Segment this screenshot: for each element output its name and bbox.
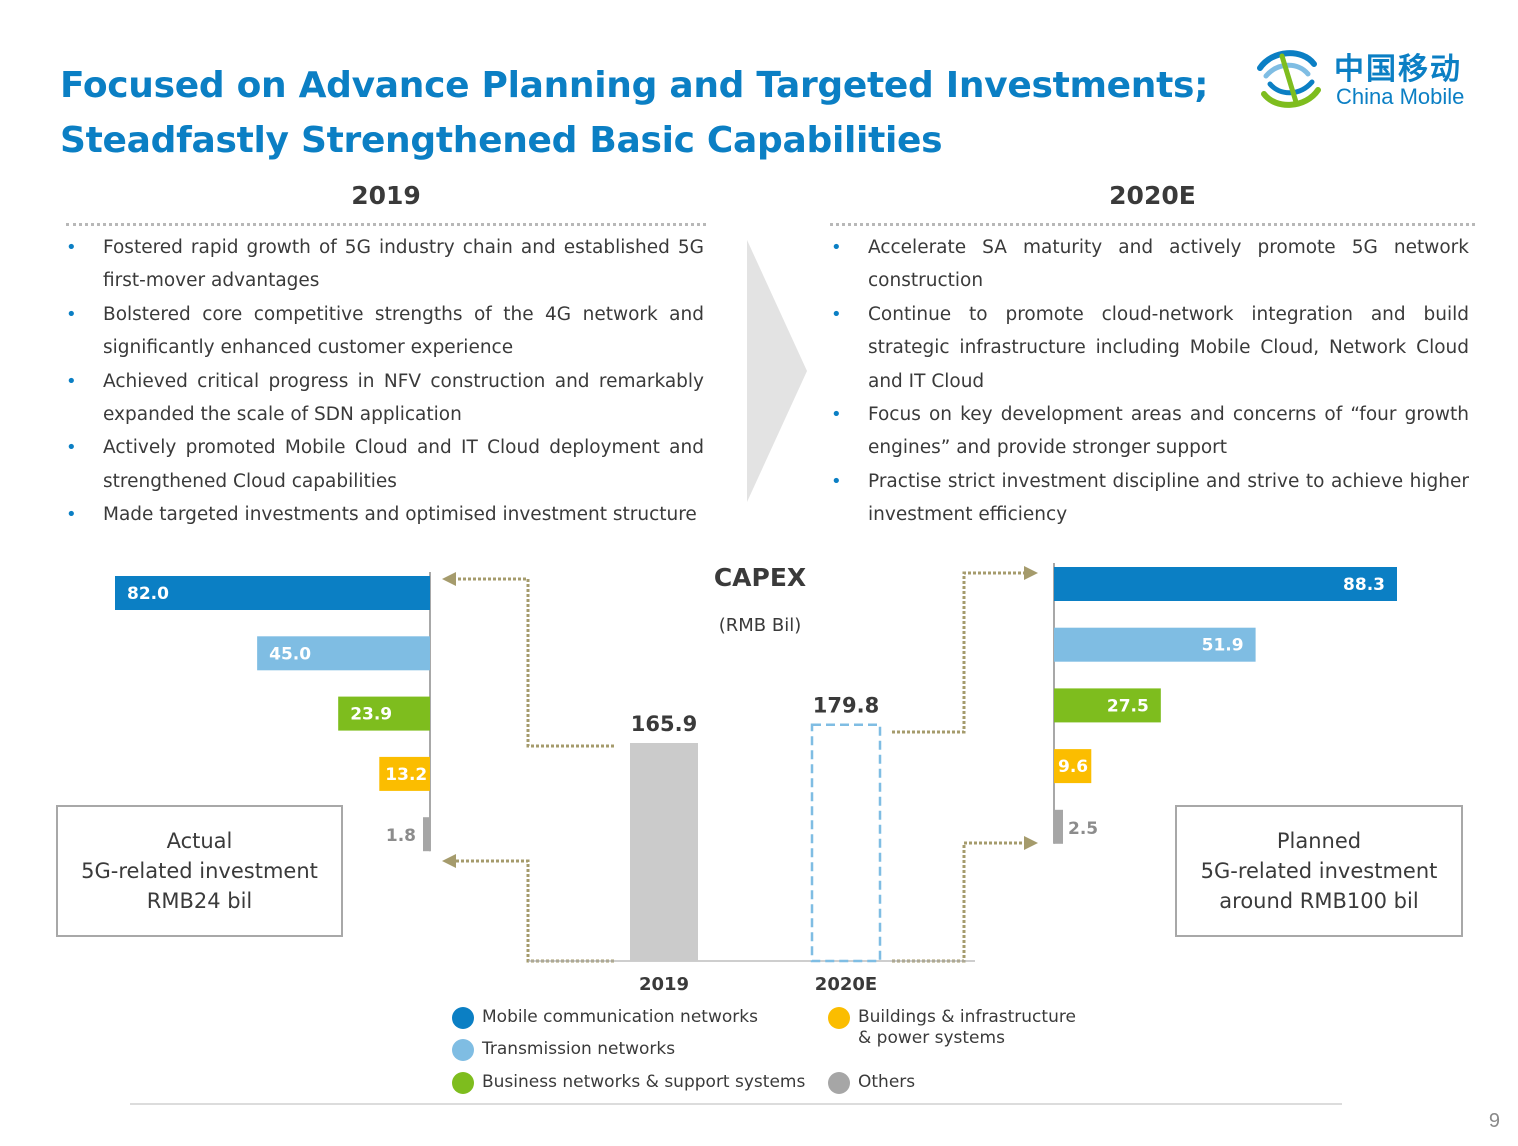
bar-label: 2.5 — [1068, 819, 1098, 839]
list-item: Accelerate SA maturity and actively prom… — [825, 231, 1469, 298]
left-heading: 2019 — [351, 181, 421, 210]
page-title: Focused on Advance Planning and Targeted… — [60, 58, 1220, 168]
left-divider — [66, 223, 706, 226]
logo-swirl-icon — [1257, 50, 1321, 108]
legend-swatch — [452, 1039, 474, 1061]
legend-swatch — [452, 1072, 474, 1094]
list-item: Continue to promote cloud-network integr… — [825, 298, 1469, 398]
planned-line-3: around RMB100 bil — [1219, 889, 1419, 913]
bar-label: 23.9 — [350, 705, 392, 725]
list-item: Bolstered core competitive strengths of … — [60, 298, 704, 365]
china-mobile-logo: 中国移动 China Mobile — [1250, 40, 1480, 120]
actual-line-2: 5G-related investment — [81, 859, 318, 883]
list-item: Made targeted investments and optimised … — [60, 498, 704, 532]
bar-2020e-3 — [1054, 749, 1092, 784]
bar-label: 27.5 — [1107, 696, 1149, 716]
list-item: Fostered rapid growth of 5G industry cha… — [60, 231, 704, 298]
arrow-right-icon — [1024, 836, 1038, 850]
connector-2019-bottom — [456, 859, 614, 963]
chevron-right-icon — [747, 240, 807, 502]
list-item: Achieved critical progress in NFV constr… — [60, 365, 704, 432]
bar-label: 51.9 — [1202, 636, 1244, 656]
capex-value-label: 165.9 — [631, 712, 697, 736]
bar-2020e-4 — [1054, 809, 1063, 844]
title-line-2: Steadfastly Strengthened Basic Capabilit… — [60, 120, 943, 161]
legend-label: Buildings & infrastructure — [858, 1007, 1076, 1027]
legend-swatch — [828, 1072, 850, 1094]
capex-title: CAPEX — [713, 563, 807, 592]
bar-label: 1.8 — [386, 826, 416, 846]
bar-2019-2 — [338, 696, 430, 731]
left-bullet-list: Fostered rapid growth of 5G industry cha… — [60, 231, 704, 532]
bar-2020e-0 — [1054, 567, 1397, 601]
capex-bar-2020E — [810, 723, 882, 963]
title-line-1: Focused on Advance Planning and Targeted… — [60, 65, 1209, 106]
bar-2019-1 — [257, 636, 430, 671]
bar-2019-3 — [379, 756, 430, 791]
bar-label: 88.3 — [1343, 575, 1385, 595]
list-item: Focus on key development areas and conce… — [825, 398, 1469, 465]
left-breakdown-bars: 82.0 45.0 23.9 13.2 1.8 — [115, 572, 431, 852]
connector-2019-top — [456, 577, 614, 748]
planned-line-2: 5G-related investment — [1200, 859, 1438, 883]
arrow-left-icon — [442, 854, 456, 868]
connector-arrows — [442, 566, 1038, 963]
capex-unit: (RMB Bil) — [718, 615, 802, 636]
bar-label: 82.0 — [127, 584, 169, 604]
capex-category-label: 2020E — [815, 974, 877, 995]
actual-line-1: Actual — [166, 829, 233, 853]
bar-2019-0 — [115, 576, 430, 610]
actual-5g-box: Actual 5G-related investment RMB24 bil — [56, 805, 343, 937]
connector-2020e-top — [892, 571, 1024, 734]
legend-label: Others — [858, 1072, 916, 1092]
connector-2020e-bottom — [892, 841, 1024, 963]
capex-value-label: 179.8 — [813, 694, 879, 718]
arrow-left-icon — [442, 572, 456, 586]
legend-swatch — [828, 1007, 850, 1029]
list-item: Actively promoted Mobile Cloud and IT Cl… — [60, 431, 704, 498]
capex-bar-2019 — [630, 743, 698, 961]
right-bullet-list: Accelerate SA maturity and actively prom… — [825, 231, 1469, 532]
logo-english-text: China Mobile — [1336, 84, 1465, 109]
planned-5g-box: Planned 5G-related investment around RMB… — [1175, 805, 1463, 937]
legend-label: Transmission networks — [482, 1039, 676, 1059]
capex-total-bars: 165.9 2019 179.8 2020E — [528, 694, 975, 995]
bar-label: 9.6 — [1058, 757, 1088, 777]
bar-2020e-1 — [1054, 627, 1256, 662]
arrow-right-icon — [1024, 566, 1038, 580]
actual-line-3: RMB24 bil — [146, 889, 253, 913]
planned-line-1: Planned — [1276, 829, 1362, 853]
list-item: Practise strict investment discipline an… — [825, 465, 1469, 532]
logo-chinese-text: 中国移动 — [1334, 52, 1462, 87]
legend-label: & power systems — [858, 1028, 1005, 1048]
legend-swatch — [452, 1007, 474, 1029]
right-divider — [830, 223, 1475, 226]
right-heading: 2020E — [1109, 181, 1196, 210]
footer-divider — [130, 1103, 1342, 1105]
bar-2019-4 — [423, 817, 430, 852]
page-number: 9 — [1488, 1110, 1500, 1132]
bar-label: 45.0 — [269, 644, 311, 664]
legend-label: Mobile communication networks — [482, 1007, 758, 1027]
capex-category-label: 2019 — [639, 974, 689, 995]
bar-label: 13.2 — [385, 765, 427, 785]
chart-legend: Mobile communication networks Transmissi… — [452, 1006, 1102, 1098]
legend-label: Business networks & support systems — [482, 1072, 806, 1092]
bar-2020e-2 — [1054, 688, 1161, 723]
right-breakdown-bars: 88.3 51.9 27.5 9.6 2.5 — [1053, 563, 1397, 844]
